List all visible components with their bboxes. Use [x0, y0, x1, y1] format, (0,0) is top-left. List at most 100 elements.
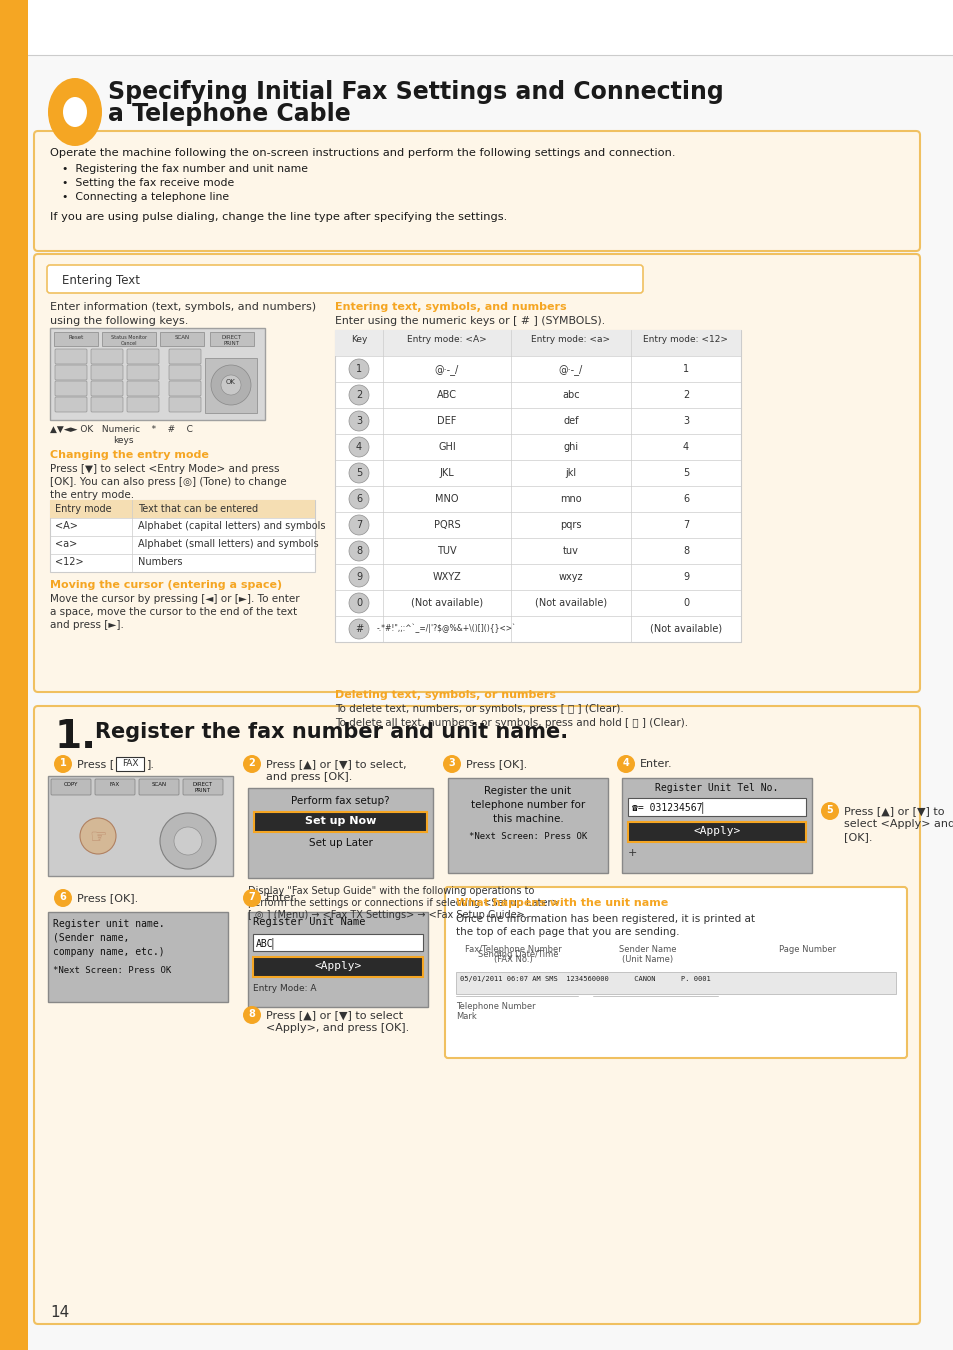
- Text: (Not available): (Not available): [411, 598, 482, 608]
- Text: What happens with the unit name: What happens with the unit name: [456, 898, 667, 909]
- FancyBboxPatch shape: [91, 397, 123, 412]
- Text: <12>: <12>: [55, 558, 84, 567]
- Text: 7: 7: [249, 892, 255, 902]
- Text: Changing the entry mode: Changing the entry mode: [50, 450, 209, 460]
- Text: perform the settings or connections if selecting <Set up Later>.: perform the settings or connections if s…: [248, 898, 562, 909]
- FancyBboxPatch shape: [55, 381, 87, 396]
- Text: [OK]. You can also press [◎] (Tone) to change: [OK]. You can also press [◎] (Tone) to c…: [50, 477, 286, 487]
- FancyBboxPatch shape: [55, 364, 87, 379]
- FancyBboxPatch shape: [28, 0, 953, 55]
- Circle shape: [349, 593, 369, 613]
- Text: 05/01/2011 06:07 AM SMS  1234560000      CANON      P. 0001: 05/01/2011 06:07 AM SMS 1234560000 CANON…: [459, 976, 710, 981]
- Text: 8: 8: [682, 545, 688, 556]
- FancyBboxPatch shape: [169, 364, 201, 379]
- Text: Set up Later: Set up Later: [308, 838, 372, 848]
- Text: Press [▲] or [▼] to select: Press [▲] or [▼] to select: [266, 1010, 403, 1021]
- Text: Press [▲] or [▼] to: Press [▲] or [▼] to: [843, 806, 943, 815]
- FancyBboxPatch shape: [55, 397, 87, 412]
- FancyBboxPatch shape: [335, 329, 740, 643]
- Text: -.*#!",;:^`_=/|'?$@%&+\()[](){}<>`: -.*#!",;:^`_=/|'?$@%&+\()[](){}<>`: [376, 624, 517, 633]
- Text: 6: 6: [59, 892, 67, 902]
- FancyBboxPatch shape: [55, 350, 87, 365]
- Text: company name, etc.): company name, etc.): [53, 946, 165, 957]
- Text: Entering text, symbols, and numbers: Entering text, symbols, and numbers: [335, 302, 566, 312]
- Text: FAX: FAX: [122, 759, 138, 768]
- FancyBboxPatch shape: [444, 887, 906, 1058]
- Text: wxyz: wxyz: [558, 572, 582, 582]
- Text: 4: 4: [682, 441, 688, 452]
- Text: using the following keys.: using the following keys.: [50, 316, 188, 325]
- Text: 3: 3: [682, 416, 688, 427]
- Circle shape: [173, 828, 202, 855]
- FancyBboxPatch shape: [248, 788, 433, 878]
- Text: PQRS: PQRS: [434, 520, 460, 531]
- Text: ▲▼◄► OK   Numeric    *    #    C: ▲▼◄► OK Numeric * # C: [50, 425, 193, 433]
- Text: Alphabet (small letters) and symbols: Alphabet (small letters) and symbols: [138, 539, 318, 549]
- FancyBboxPatch shape: [169, 350, 201, 365]
- Text: #: #: [355, 624, 363, 634]
- Text: MNO: MNO: [435, 494, 458, 504]
- Circle shape: [80, 818, 116, 855]
- Circle shape: [54, 890, 71, 907]
- Text: tuv: tuv: [562, 545, 578, 556]
- FancyBboxPatch shape: [248, 913, 428, 1007]
- Text: Register the unit: Register the unit: [484, 786, 571, 796]
- Text: keys: keys: [112, 436, 133, 446]
- Text: @·-_/: @·-_/: [558, 364, 582, 375]
- FancyBboxPatch shape: [139, 779, 179, 795]
- Circle shape: [349, 437, 369, 458]
- Circle shape: [349, 410, 369, 431]
- Text: ].: ].: [147, 759, 154, 769]
- FancyBboxPatch shape: [48, 776, 233, 876]
- Text: 9: 9: [355, 572, 362, 582]
- Text: Press [▼] to select <Entry Mode> and press: Press [▼] to select <Entry Mode> and pre…: [50, 464, 279, 474]
- Text: jkl: jkl: [565, 468, 576, 478]
- Text: <Apply>: <Apply>: [693, 826, 740, 836]
- Text: <a>: <a>: [55, 539, 77, 549]
- Text: DEF: DEF: [436, 416, 456, 427]
- Text: <Apply>, and press [OK].: <Apply>, and press [OK].: [266, 1023, 409, 1033]
- Text: Key: Key: [351, 335, 367, 344]
- Text: To delete all text, numbers, or symbols, press and hold [ Ⓢ ] (Clear).: To delete all text, numbers, or symbols,…: [335, 718, 687, 728]
- Text: Entry Mode: A: Entry Mode: A: [253, 984, 316, 994]
- Text: Telephone Number: Telephone Number: [456, 1002, 535, 1011]
- Text: 0: 0: [682, 598, 688, 608]
- Text: the entry mode.: the entry mode.: [50, 490, 134, 500]
- Text: Enter using the numeric keys or [ # ] (SYMBOLS).: Enter using the numeric keys or [ # ] (S…: [335, 316, 604, 325]
- Text: Reset: Reset: [69, 335, 84, 340]
- Text: FAX: FAX: [110, 782, 120, 787]
- Text: Press [▲] or [▼] to select,: Press [▲] or [▼] to select,: [266, 759, 406, 769]
- Text: 3: 3: [448, 757, 455, 768]
- Circle shape: [349, 359, 369, 379]
- FancyBboxPatch shape: [253, 957, 422, 977]
- FancyBboxPatch shape: [48, 913, 228, 1002]
- Text: 8: 8: [355, 545, 362, 556]
- Text: 1: 1: [355, 364, 362, 374]
- Text: To delete text, numbers, or symbols, press [ Ⓢ ] (Clear).: To delete text, numbers, or symbols, pre…: [335, 703, 623, 714]
- Text: Press [: Press [: [77, 759, 114, 769]
- FancyBboxPatch shape: [253, 934, 422, 950]
- Text: Perform fax setup?: Perform fax setup?: [291, 796, 390, 806]
- Text: Enter information (text, symbols, and numbers): Enter information (text, symbols, and nu…: [50, 302, 315, 312]
- Text: ABC▏: ABC▏: [255, 937, 279, 949]
- Text: telephone number for: telephone number for: [471, 801, 584, 810]
- Text: ABC: ABC: [436, 390, 456, 400]
- Text: (Not available): (Not available): [535, 598, 606, 608]
- Text: +: +: [627, 848, 637, 859]
- FancyBboxPatch shape: [621, 778, 811, 873]
- Text: (Not available): (Not available): [649, 624, 721, 634]
- Text: Status Monitor
Cancel: Status Monitor Cancel: [111, 335, 147, 346]
- Text: If you are using pulse dialing, change the line type after specifying the settin: If you are using pulse dialing, change t…: [50, 212, 507, 221]
- FancyBboxPatch shape: [91, 350, 123, 365]
- Text: Page Number: Page Number: [779, 945, 836, 954]
- Text: abc: abc: [561, 390, 579, 400]
- Text: 5: 5: [682, 468, 688, 478]
- Text: GHI: GHI: [437, 441, 456, 452]
- FancyBboxPatch shape: [54, 332, 98, 346]
- FancyBboxPatch shape: [627, 822, 805, 842]
- Text: Entry mode: <A>: Entry mode: <A>: [407, 335, 486, 344]
- FancyBboxPatch shape: [205, 358, 256, 413]
- Text: Press [OK].: Press [OK].: [77, 892, 138, 903]
- Circle shape: [349, 567, 369, 587]
- Text: 8: 8: [249, 1008, 255, 1019]
